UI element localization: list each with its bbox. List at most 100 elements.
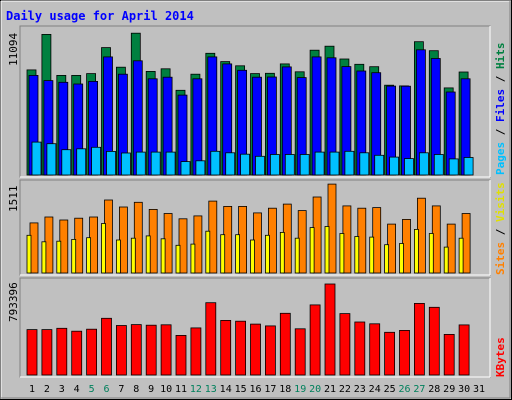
pages-bar	[269, 154, 280, 176]
kbytes-bar	[279, 312, 291, 376]
visits-bar	[145, 235, 151, 274]
visits-bar	[71, 238, 77, 274]
day-label: 6	[103, 384, 109, 395]
chart-bars	[26, 32, 474, 376]
day-label: 5	[89, 384, 95, 395]
day-label: 19	[294, 384, 306, 395]
visits-bar	[279, 231, 285, 274]
kbytes-bar	[26, 329, 38, 376]
pages-bar	[106, 150, 116, 176]
day-label: 22	[339, 384, 351, 395]
pages-bar	[165, 151, 176, 176]
pages-bar	[135, 151, 146, 176]
visits-bar	[384, 244, 390, 274]
day-label: 30	[458, 384, 470, 395]
kbytes-bar	[399, 329, 410, 376]
pages-bar	[225, 152, 236, 176]
day-label: 14	[220, 384, 232, 395]
kbytes-bar	[413, 302, 425, 376]
day-labels: 1 2 3 4 5 6 7 8 9 10 11 12 13 14 15 16 17 18 19 20 21 22 23 24 2…	[29, 384, 485, 395]
pages-bar	[61, 149, 72, 176]
visits-bar	[339, 233, 345, 274]
day-label: 28	[428, 384, 440, 395]
visits-bar	[175, 244, 181, 274]
day-label: 16	[249, 384, 261, 395]
day-label: 29	[443, 384, 455, 395]
middle-panel-legend: Sites / Visits	[494, 182, 507, 275]
pages-bar	[150, 151, 161, 176]
day-label: 3	[59, 384, 65, 395]
day-label: 21	[324, 384, 336, 395]
day-label: 10	[160, 384, 172, 395]
day-label: 8	[133, 384, 139, 395]
pages-bar	[121, 152, 131, 176]
pages-bar	[180, 161, 191, 176]
pages-bar	[404, 158, 414, 176]
pages-bar	[418, 152, 429, 176]
pages-bar	[46, 143, 57, 176]
day-label: 23	[354, 384, 366, 395]
kbytes-bar	[71, 330, 83, 376]
visits-bar	[160, 238, 166, 274]
kbytes-bar	[235, 320, 247, 376]
pages-bar	[195, 160, 206, 176]
visits-bar	[41, 241, 47, 274]
day-label: 26	[398, 384, 410, 395]
day-label: 12	[190, 384, 202, 395]
legend-kbytes: KBytes	[494, 337, 507, 377]
pages-bar	[314, 151, 325, 176]
day-label: 17	[264, 384, 276, 395]
kbytes-bar	[86, 328, 97, 376]
kbytes-bar	[56, 327, 68, 376]
visits-bar	[235, 234, 241, 274]
kbytes-bar	[116, 325, 127, 376]
kbytes-bar	[250, 323, 261, 376]
pages-bar	[448, 158, 459, 176]
kbytes-bar	[443, 333, 455, 376]
visits-bar	[26, 234, 32, 274]
visits-bar	[369, 236, 375, 274]
kbytes-bar	[205, 302, 217, 376]
day-label: 20	[309, 384, 321, 395]
pages-bar	[344, 150, 355, 176]
day-label: 11	[175, 384, 187, 395]
kbytes-bar	[354, 321, 366, 376]
kbytes-bar	[384, 331, 396, 376]
visits-bar	[399, 243, 404, 274]
kbytes-bar	[428, 306, 440, 376]
visits-bar	[116, 239, 121, 274]
visits-bar	[130, 237, 136, 274]
kbytes-bar	[175, 334, 187, 376]
kbytes-bar	[101, 317, 112, 376]
day-label: 18	[279, 384, 291, 395]
visits-bar	[264, 234, 270, 274]
day-label: 1	[29, 384, 35, 395]
day-label: 15	[235, 384, 247, 395]
pages-bar	[359, 152, 370, 176]
pages-bar	[210, 150, 221, 176]
visits-bar	[309, 227, 315, 274]
legend-pages: Pages	[494, 142, 507, 175]
day-label: 13	[205, 384, 217, 395]
pages-bar	[374, 154, 385, 176]
pages-bar	[240, 153, 251, 176]
legend-files: Files	[494, 89, 507, 122]
visits-bar	[190, 243, 196, 274]
kbytes-bar	[190, 327, 202, 376]
kbytes-bar	[264, 325, 276, 376]
day-label: 2	[44, 384, 50, 395]
pages-bar	[284, 154, 295, 176]
visits-bar	[443, 246, 449, 274]
pages-bar	[76, 148, 87, 176]
visits-max-label: 1511	[7, 186, 20, 213]
visits-bar	[413, 228, 419, 274]
chart-title: Daily usage for April 2014	[6, 9, 194, 23]
pages-bar	[299, 154, 310, 176]
sites-bar	[133, 201, 143, 274]
top-panel-legend: Pages / Files / Hits	[494, 43, 507, 176]
visits-bar	[324, 226, 330, 274]
visits-bar	[86, 237, 91, 274]
kbytes-bar	[145, 324, 157, 376]
visits-bar	[56, 240, 62, 274]
